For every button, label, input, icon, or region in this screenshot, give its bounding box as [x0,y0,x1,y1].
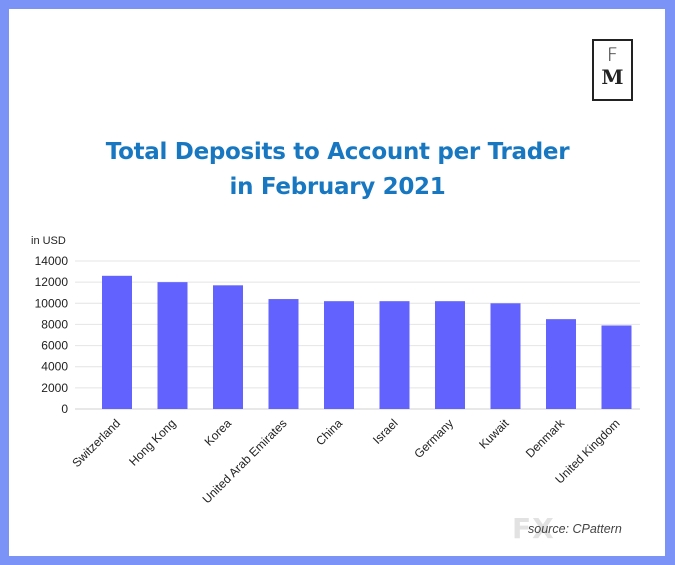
y-tick-label: 8000 [41,317,68,331]
bar [324,301,354,409]
x-tick-label: Denmark [523,416,568,461]
bar [268,299,299,409]
y-tick-label: 4000 [41,360,68,374]
bar [546,319,576,409]
source-note: source: CPattern [528,522,622,536]
x-tick-label: Korea [202,416,235,449]
bar [601,325,632,409]
bar [102,275,132,409]
chart-title-line-1: Total Deposits to Account per Trader [105,139,570,165]
y-tick-label: 12000 [35,275,69,289]
logo-letter-f: F [607,44,618,66]
y-axis-ticks: 0 2000 4000 6000 8000 10000 12000 14000 [35,254,69,416]
bar [157,282,188,409]
chart-title: Total Deposits to Account per Trader in … [0,135,675,205]
logo-letter-m: M [601,65,624,89]
x-tick-label: Hong Kong [126,416,178,468]
x-tick-label: Kuwait [476,416,512,452]
watermark: FX [512,512,555,545]
fm-logo: F M [592,39,633,101]
y-tick-label: 2000 [41,381,68,395]
y-tick-label: 10000 [35,296,69,310]
y-tick-label: 14000 [35,254,69,268]
chart-title-line-2: in February 2021 [229,174,446,200]
bar [213,285,243,409]
bars [102,275,632,409]
x-tick-label: Germany [411,416,456,461]
x-tick-label: China [313,416,345,448]
bar [379,301,410,409]
x-tick-label: Switzerland [69,416,123,470]
bar [435,301,465,409]
y-tick-label: 6000 [41,339,68,353]
x-tick-label: Israel [370,416,401,447]
y-axis-label: in USD [31,235,66,247]
y-tick-label: 0 [61,402,68,416]
bar [490,303,521,409]
